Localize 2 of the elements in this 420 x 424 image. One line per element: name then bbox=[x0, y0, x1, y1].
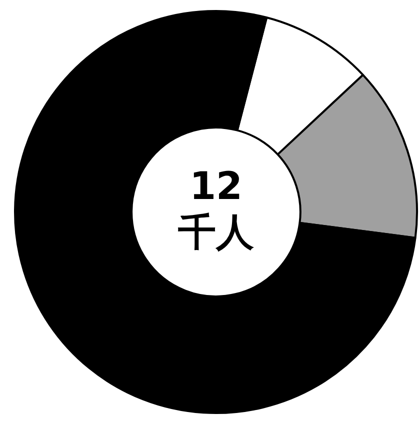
text: 千人 bbox=[178, 210, 254, 254]
text: 12 bbox=[190, 164, 242, 208]
